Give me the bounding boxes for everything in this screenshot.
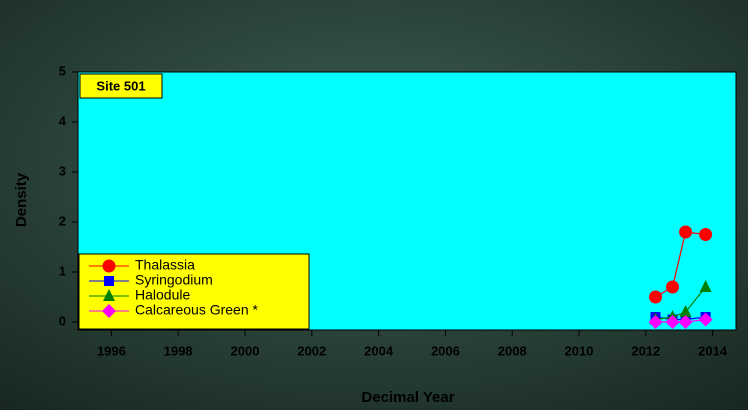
marker — [102, 259, 116, 273]
marker — [103, 289, 115, 301]
marker — [698, 312, 713, 327]
marker — [678, 315, 693, 329]
legend-label: Calcareous Green * — [135, 302, 259, 318]
x-tick-label: 2012 — [631, 343, 660, 358]
legend-label: Thalassia — [135, 257, 195, 273]
marker — [665, 315, 680, 329]
y-tick-label: 3 — [59, 163, 66, 178]
y-tick-label: 0 — [59, 313, 66, 328]
marker — [699, 228, 713, 241]
marker — [666, 280, 680, 294]
series-line — [655, 231, 706, 298]
x-tick-label: 1998 — [164, 343, 193, 358]
marker — [699, 280, 712, 292]
x-tick-label: 2002 — [297, 343, 326, 358]
y-tick-label: 2 — [59, 213, 66, 228]
marker — [679, 305, 692, 317]
x-tick-label: 2014 — [698, 343, 728, 358]
marker — [649, 290, 663, 304]
annotation-box — [79, 73, 163, 99]
y-tick-label: 4 — [59, 113, 67, 128]
x-axis-label: Decimal Year — [361, 389, 454, 406]
y-axis-label: Density — [13, 172, 30, 227]
x-tick-label: 2000 — [231, 343, 260, 358]
marker — [104, 276, 114, 286]
marker — [648, 315, 663, 329]
legend-label: Halodule — [135, 287, 190, 303]
series-line — [655, 286, 707, 321]
y-tick-label: 1 — [59, 263, 66, 278]
x-tick-label: 2008 — [498, 343, 527, 358]
x-tick-label: 2010 — [565, 343, 594, 358]
x-tick-label: 2006 — [431, 343, 460, 358]
x-tick-label: 2004 — [364, 343, 394, 358]
legend-label: Syringodium — [135, 272, 213, 288]
marker — [102, 304, 116, 318]
y-tick-label: 5 — [59, 63, 66, 78]
annotation: Site 501 — [96, 78, 145, 93]
marker — [679, 225, 693, 239]
x-tick-label: 1996 — [97, 343, 126, 358]
